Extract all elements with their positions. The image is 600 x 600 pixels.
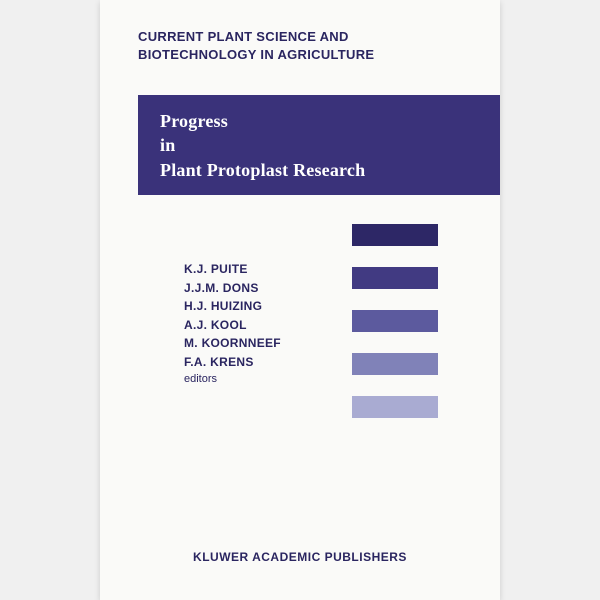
- title-band: Progress in Plant Protoplast Research: [138, 95, 500, 195]
- series-title-line1: CURRENT PLANT SCIENCE AND: [138, 28, 374, 46]
- color-bar: [352, 224, 438, 246]
- editor-name: K.J. PUITE: [184, 260, 281, 279]
- color-bar: [352, 267, 438, 289]
- book-title: Progress in Plant Protoplast Research: [160, 109, 365, 182]
- title-line2: in: [160, 133, 365, 157]
- title-line1: Progress: [160, 109, 365, 133]
- editor-name: M. KOORNNEEF: [184, 334, 281, 353]
- editor-name: H.J. HUIZING: [184, 297, 281, 316]
- editors-block: K.J. PUITE J.J.M. DONS H.J. HUIZING A.J.…: [184, 260, 281, 385]
- title-line3: Plant Protoplast Research: [160, 158, 365, 182]
- series-title-line2: BIOTECHNOLOGY IN AGRICULTURE: [138, 46, 374, 64]
- publisher-name: KLUWER ACADEMIC PUBLISHERS: [100, 550, 500, 564]
- color-bar: [352, 310, 438, 332]
- color-bar: [352, 396, 438, 418]
- color-bar: [352, 353, 438, 375]
- editor-name: F.A. KRENS: [184, 353, 281, 372]
- editor-name: J.J.M. DONS: [184, 279, 281, 298]
- book-cover: CURRENT PLANT SCIENCE AND BIOTECHNOLOGY …: [100, 0, 500, 600]
- series-title-block: CURRENT PLANT SCIENCE AND BIOTECHNOLOGY …: [138, 28, 374, 63]
- editors-label: editors: [184, 373, 281, 385]
- editor-name: A.J. KOOL: [184, 316, 281, 335]
- color-bars-group: [352, 224, 438, 418]
